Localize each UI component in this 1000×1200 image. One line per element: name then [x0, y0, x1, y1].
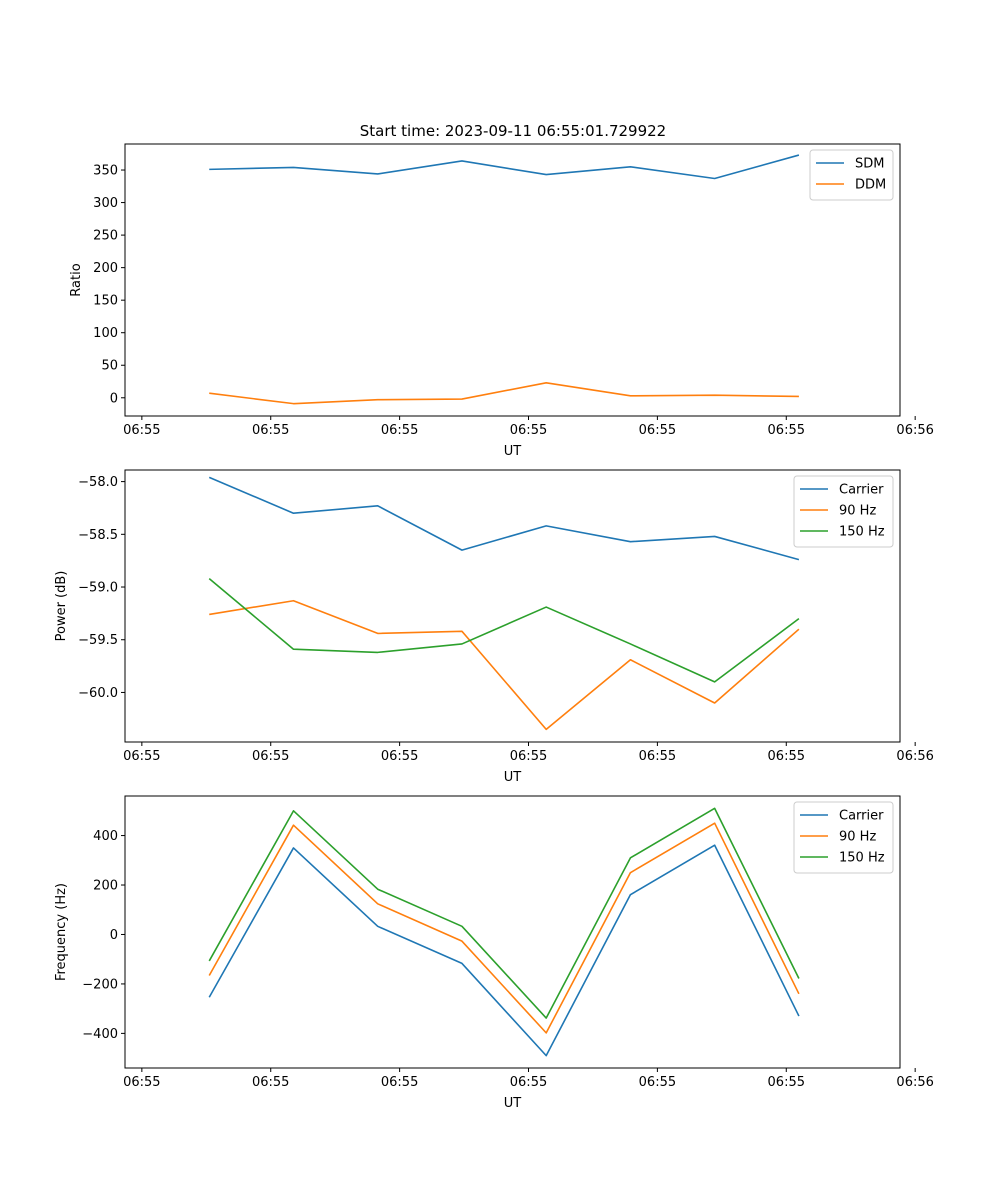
ratio-x-tick-label: 06:56	[896, 423, 933, 438]
frequency-axes-frame	[124, 795, 901, 1069]
power-y-tick-label: −60.0	[78, 686, 118, 701]
frequency-legend-label-carrier: Carrier	[839, 809, 884, 824]
ratio-axes-frame	[124, 143, 901, 417]
frequency-y-tick-label: −400	[82, 1027, 118, 1042]
power-y-tick-label: −59.5	[78, 633, 118, 648]
ratio-series-line-sdm	[209, 154, 800, 180]
frequency-x-axis-label: UT	[504, 1096, 522, 1111]
power-legend: Carrier 90 Hz 150 Hz	[793, 475, 894, 548]
ratio-y-tick-label: 0	[110, 391, 118, 406]
power-legend-label-carrier: Carrier	[839, 483, 884, 498]
power-x-tick-label: 06:55	[510, 749, 547, 764]
frequency-legend-label-150-hz: 150 Hz	[839, 851, 885, 866]
power-x-tick-label: 06:55	[123, 749, 160, 764]
frequency-y-tick-label: 200	[93, 879, 118, 894]
frequency-y-tick-label: 400	[93, 829, 118, 844]
power-series-line-90-hz	[209, 599, 800, 731]
power-panel: 06:55 06:55 06:55 06:55 06:55 06:55 06:56 −60.0…	[54, 469, 934, 785]
power-x-axis-label: UT	[504, 770, 522, 785]
power-x-tick-label: 06:55	[768, 749, 805, 764]
ratio-y-tick-label: 100	[93, 326, 118, 341]
power-x-tick-label: 06:55	[381, 749, 418, 764]
frequency-x-tick-label: 06:55	[381, 1075, 418, 1090]
ratio-x-tick-label: 06:55	[123, 423, 160, 438]
frequency-y-axis-label: Frequency (Hz)	[54, 883, 69, 981]
ratio-y-tick-label: 200	[93, 261, 118, 276]
frequency-x-tick-label: 06:55	[123, 1075, 160, 1090]
frequency-series-line-carrier	[208, 844, 800, 1057]
ratio-legend-label-sdm: SDM	[855, 157, 884, 172]
frequency-series-line-150-hz	[208, 807, 800, 1019]
ratio-x-axis-label: UT	[504, 444, 522, 459]
frequency-panel: 06:55 06:55 06:55 06:55 06:55 06:55 06:56 −400 −…	[54, 795, 934, 1111]
frequency-x-tick-label: 06:55	[510, 1075, 547, 1090]
frequency-x-tick-label: 06:55	[252, 1075, 289, 1090]
ratio-y-tick-label: 250	[93, 229, 118, 244]
ratio-x-tick-label: 06:55	[252, 423, 289, 438]
ratio-x-tick-label: 06:55	[381, 423, 418, 438]
power-series-line-carrier	[208, 476, 800, 561]
ratio-y-axis-label: Ratio	[69, 263, 84, 296]
ratio-series-line-ddm	[209, 382, 799, 405]
power-series-line-150-hz	[208, 577, 800, 683]
power-legend-label-150-hz: 150 Hz	[839, 525, 885, 540]
power-axes-frame	[124, 469, 901, 743]
ratio-x-tick-label: 06:55	[510, 423, 547, 438]
figure-title: Start time: 2023-09-11 06:55:01.729922	[360, 122, 666, 140]
frequency-series-line-90-hz	[208, 822, 800, 1034]
frequency-x-tick-label: 06:55	[768, 1075, 805, 1090]
ratio-y-tick-label: 300	[93, 196, 118, 211]
ratio-y-tick-label: 150	[93, 294, 118, 309]
frequency-x-tick-label: 06:55	[639, 1075, 676, 1090]
power-legend-box	[793, 475, 894, 548]
ratio-x-tick-label: 06:55	[768, 423, 805, 438]
frequency-y-tick-label: 0	[110, 928, 118, 943]
frequency-legend: Carrier 90 Hz 150 Hz	[793, 801, 894, 874]
power-y-tick-label: −58.0	[78, 475, 118, 490]
power-y-tick-label: −58.5	[78, 528, 118, 543]
frequency-x-tick-label: 06:56	[896, 1075, 933, 1090]
frequency-y-tick-label: −200	[82, 977, 118, 992]
power-y-tick-label: −59.0	[78, 581, 118, 596]
ratio-x-tick-label: 06:55	[639, 423, 676, 438]
power-x-tick-label: 06:55	[252, 749, 289, 764]
power-legend-label-90-hz: 90 Hz	[839, 504, 876, 519]
power-x-tick-label: 06:55	[639, 749, 676, 764]
frequency-legend-box	[793, 801, 894, 874]
power-x-tick-label: 06:56	[896, 749, 933, 764]
ratio-y-tick-label: 50	[101, 359, 118, 374]
ratio-y-tick-label: 350	[93, 164, 118, 179]
frequency-legend-label-90-hz: 90 Hz	[839, 830, 876, 845]
ratio-legend: SDM DDM	[809, 149, 894, 201]
power-y-axis-label: Power (dB)	[54, 571, 69, 642]
ratio-legend-label-ddm: DDM	[855, 178, 886, 193]
ratio-panel: 06:55 06:55 06:55 06:55 06:55 06:55 06:56 0 50 10…	[69, 143, 934, 459]
